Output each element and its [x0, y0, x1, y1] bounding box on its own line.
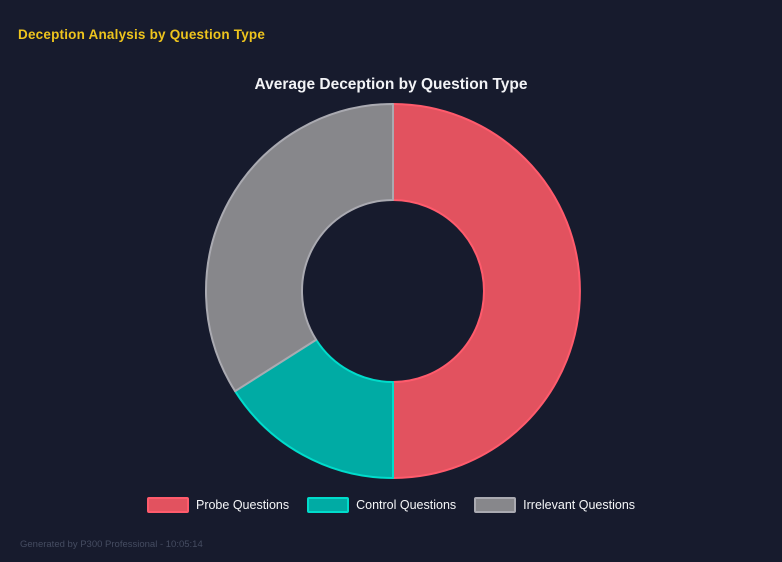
- donut-slice-control-questions[interactable]: [234, 338, 394, 479]
- legend-item-control-questions[interactable]: Control Questions: [307, 497, 456, 513]
- page-title: Deception Analysis by Question Type: [18, 27, 266, 42]
- donut-slice-irrelevant-questions[interactable]: [205, 103, 394, 393]
- donut-chart: [205, 103, 581, 479]
- legend-label-irrelevant-questions: Irrelevant Questions: [523, 498, 636, 512]
- legend-item-irrelevant-questions[interactable]: Irrelevant Questions: [474, 497, 635, 513]
- chart-legend: Probe Questions Control Questions Irrele…: [0, 497, 782, 513]
- legend-swatch-control-questions: [307, 497, 350, 513]
- legend-label-probe-questions: Probe Questions: [195, 498, 290, 512]
- legend-item-probe-questions[interactable]: Probe Questions: [146, 497, 290, 513]
- footer-note: Generated by P300 Professional - 10:05:1…: [20, 539, 203, 550]
- donut-slice-probe-questions[interactable]: [392, 103, 581, 479]
- legend-label-control-questions: Control Questions: [356, 498, 457, 512]
- legend-swatch-irrelevant-questions: [474, 497, 517, 513]
- legend-swatch-probe-questions: [146, 497, 189, 513]
- chart-title: Average Deception by Question Type: [254, 76, 528, 93]
